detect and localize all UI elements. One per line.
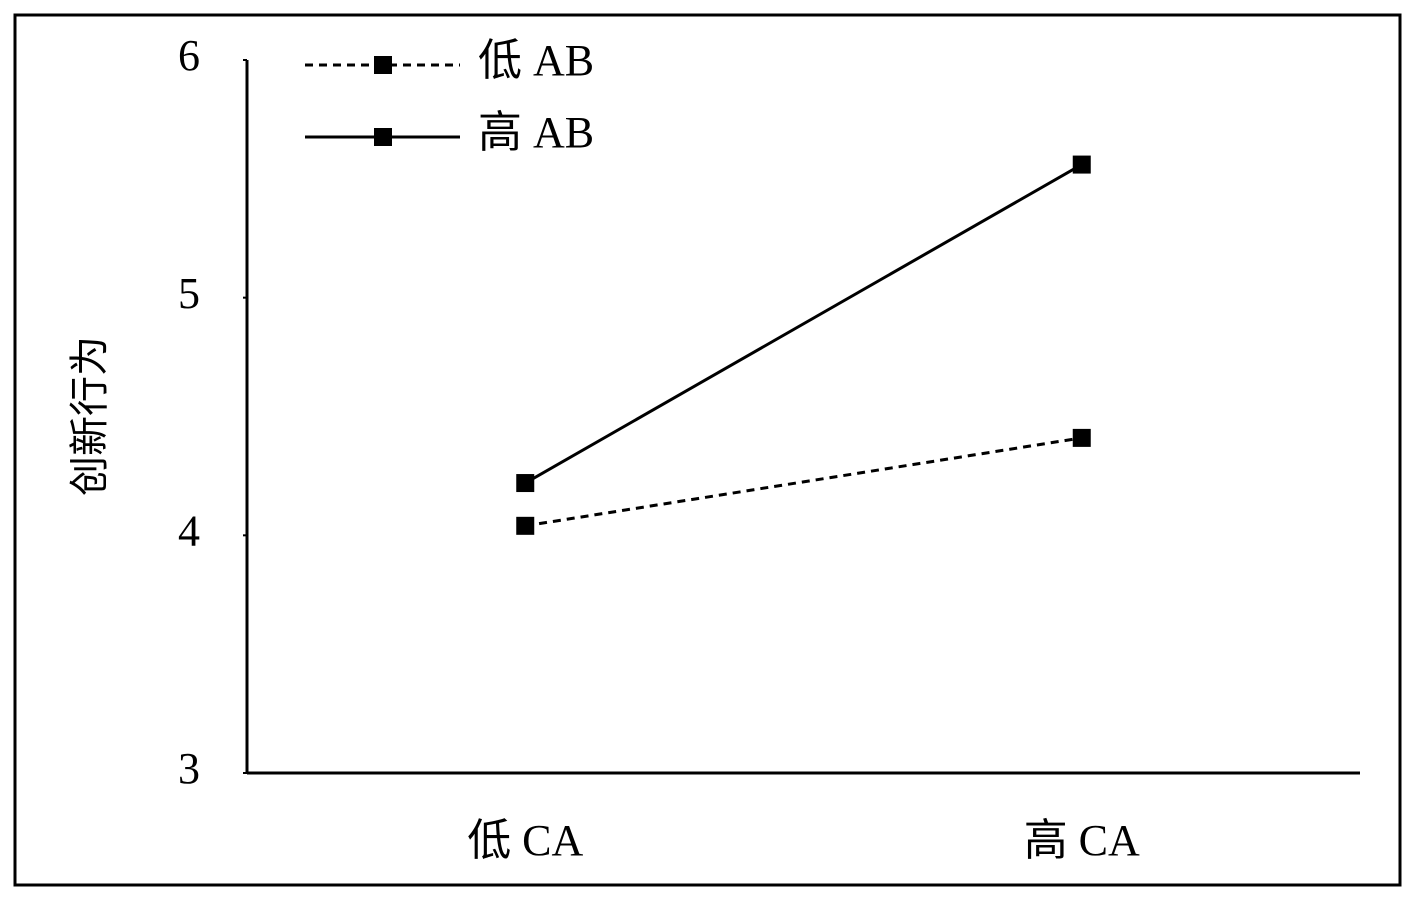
x-tick-label: 低 CA	[467, 816, 583, 865]
series-line	[524, 163, 1083, 485]
y-axis-label: 创新行为	[67, 336, 113, 496]
marker	[516, 474, 535, 493]
legend-label: 高 AB	[478, 108, 594, 157]
x-tick-label: 高 CA	[1024, 816, 1140, 865]
marker	[1072, 155, 1091, 174]
legend-label: 低 AB	[478, 36, 594, 85]
legend-marker	[374, 128, 392, 146]
marker	[516, 516, 535, 535]
frame	[13, 13, 1402, 887]
y-tick-label: 4	[178, 506, 200, 555]
y-tick-label: 3	[178, 744, 200, 793]
y-tick-label: 5	[178, 269, 200, 318]
y-tick-label: 6	[178, 31, 200, 80]
legend-marker	[374, 56, 392, 74]
marker	[1072, 428, 1091, 447]
series-line	[525, 436, 1082, 528]
